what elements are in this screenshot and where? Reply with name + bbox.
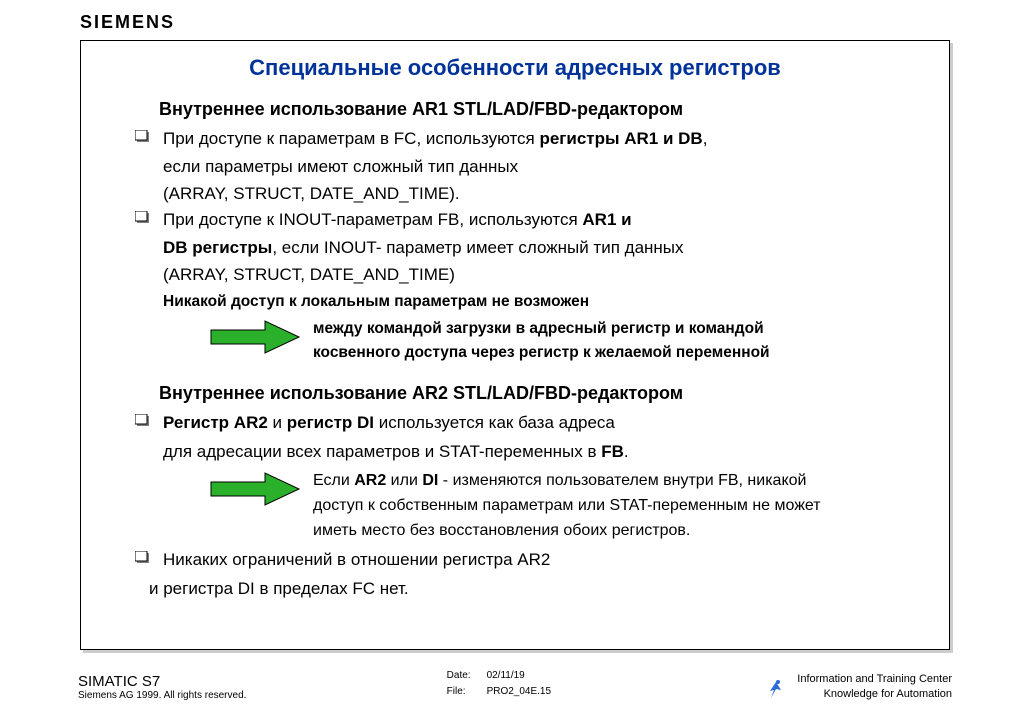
bullet-row: При доступе к параметрам в FC, использую… bbox=[135, 126, 921, 152]
bullet-row: При доступе к INOUT-параметрам FB, испол… bbox=[135, 207, 921, 233]
arrow-block: между командой загрузки в адресный регис… bbox=[209, 317, 921, 365]
slide-title: Специальные особенности адресных регистр… bbox=[109, 55, 921, 81]
section2-heading: Внутреннее использование AR2 STL/LAD/FBD… bbox=[159, 383, 921, 404]
product-name: SIMATIC S7 bbox=[78, 673, 246, 690]
bullet-row: Регистр AR2 и регистр DI используется ка… bbox=[135, 410, 921, 436]
arrow-text: Если AR2 или DI - изменяются пользовател… bbox=[313, 469, 821, 543]
bullet-continuation: для адресации всех параметров и STAT-пер… bbox=[163, 439, 921, 465]
bullet-text: Никаких ограничений в отношении регистра… bbox=[163, 547, 550, 573]
bullet-row: Никаких ограничений в отношении регистра… bbox=[135, 547, 921, 573]
footer-right: Information and Training Center Knowledg… bbox=[765, 672, 952, 701]
bullet-continuation: (ARRAY, STRUCT, DATE_AND_TIME). bbox=[163, 181, 921, 207]
bullet-continuation: и регистра DI в пределах FC нет. bbox=[149, 576, 921, 602]
footer-left: SIMATIC S7 Siemens AG 1999. All rights r… bbox=[78, 673, 246, 701]
arrow-block: Если AR2 или DI - изменяются пользовател… bbox=[209, 469, 921, 543]
bullet-icon bbox=[135, 414, 155, 428]
bullet-text: При доступе к параметрам в FC, использую… bbox=[163, 126, 707, 152]
person-icon bbox=[765, 679, 787, 701]
copyright: Siemens AG 1999. All rights reserved. bbox=[78, 690, 246, 701]
arrow-icon bbox=[209, 471, 301, 512]
footer-mid: Date:02/11/19 File:PRO2_04E.15 bbox=[445, 667, 567, 701]
footer: SIMATIC S7 Siemens AG 1999. All rights r… bbox=[78, 667, 952, 701]
bullet-continuation: если параметры имеют сложный тип данных bbox=[163, 154, 921, 180]
bullet-continuation: DB регистры, если INOUT- параметр имеет … bbox=[163, 235, 921, 261]
arrow-text: между командой загрузки в адресный регис… bbox=[313, 317, 770, 365]
bullet-icon bbox=[135, 130, 155, 144]
bullet-icon bbox=[135, 551, 155, 565]
note-text: Никакой доступ к локальным параметрам не… bbox=[163, 290, 921, 313]
bullet-icon bbox=[135, 211, 155, 225]
bullet-continuation: (ARRAY, STRUCT, DATE_AND_TIME) bbox=[163, 262, 921, 288]
bullet-text: При доступе к INOUT-параметрам FB, испол… bbox=[163, 207, 632, 233]
section1-heading: Внутреннее использование AR1 STL/LAD/FBD… bbox=[159, 99, 921, 120]
slide-frame: Специальные особенности адресных регистр… bbox=[80, 40, 950, 650]
arrow-icon bbox=[209, 319, 301, 360]
bullet-text: Регистр AR2 и регистр DI используется ка… bbox=[163, 410, 615, 436]
brand-logo: SIEMENS bbox=[80, 12, 175, 33]
